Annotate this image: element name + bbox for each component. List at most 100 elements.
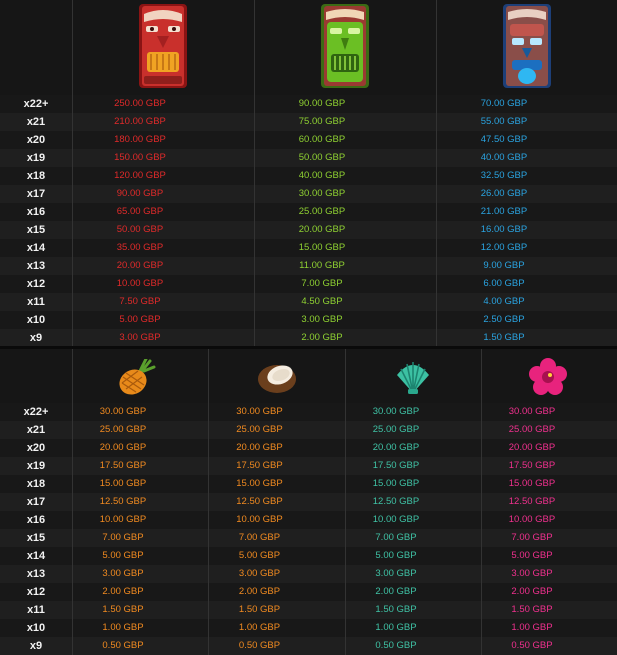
multiplier-label: x19 xyxy=(26,460,46,472)
payout-value: 20.00 GBP xyxy=(236,442,283,453)
table-row: x16 65.00 GBP 25.00 GBP 21.00 GBP xyxy=(0,203,617,221)
payout-value: 12.00 GBP xyxy=(480,242,528,253)
payout-value: 11.00 GBP xyxy=(299,260,345,271)
payout-value: 75.00 GBP xyxy=(298,116,346,127)
payout-value: 15.00 GBP xyxy=(508,478,556,489)
payout-value: 25.00 GBP xyxy=(372,424,420,435)
multiplier-label: x21 xyxy=(26,116,46,128)
payout-value: 20.00 GBP xyxy=(508,442,556,453)
payout-value: 30.00 GBP xyxy=(236,406,283,417)
table-row: x13 3.00 GBP 3.00 GBP 3.00 GBP 3.00 GBP xyxy=(0,565,617,583)
payout-value: 2.00 GBP xyxy=(375,586,417,597)
payout-value: 180.00 GBP xyxy=(114,134,166,145)
multiplier-label: x14 xyxy=(26,550,46,562)
payout-value: 1.00 GBP xyxy=(375,622,417,633)
payout-value: 26.00 GBP xyxy=(480,188,528,199)
payout-value: 65.00 GBP xyxy=(116,206,164,217)
table-row: x21 25.00 GBP 25.00 GBP 25.00 GBP 25.00 GBP xyxy=(0,421,617,439)
payout-value: 210.00 GBP xyxy=(114,116,166,127)
multiplier-label: x16 xyxy=(26,514,46,526)
multiplier-label: x13 xyxy=(26,568,46,580)
multiplier-label: x11 xyxy=(27,604,45,616)
payout-value: 40.00 GBP xyxy=(480,152,528,163)
payout-value: 7.00 GBP xyxy=(102,532,144,543)
payout-value: 30.00 GBP xyxy=(508,406,556,417)
payout-value: 25.00 GBP xyxy=(508,424,556,435)
pineapple-icon xyxy=(119,359,156,395)
payout-value: 5.00 GBP xyxy=(102,550,144,561)
payout-value: 70.00 GBP xyxy=(480,98,528,109)
payout-value: 1.00 GBP xyxy=(238,622,281,633)
payout-value: 15.00 GBP xyxy=(372,478,420,489)
table-row: x13 20.00 GBP 11.00 GBP 9.00 GBP xyxy=(0,257,617,275)
table-row: x11 1.50 GBP 1.50 GBP 1.50 GBP 1.50 GBP xyxy=(0,601,617,619)
table-row: x21 210.00 GBP 75.00 GBP 55.00 GBP xyxy=(0,113,617,131)
payout-value: 2.50 GBP xyxy=(483,314,525,325)
payout-value: 20.00 GBP xyxy=(116,260,164,271)
payout-value: 40.00 GBP xyxy=(298,170,346,181)
payout-value: 17.50 GBP xyxy=(99,460,147,471)
payout-value: 3.00 GBP xyxy=(375,568,417,579)
section-divider xyxy=(0,346,617,349)
multiplier-label: x17 xyxy=(26,188,46,200)
payout-value: 17.50 GBP xyxy=(508,460,556,471)
payout-value: 55.00 GBP xyxy=(480,116,528,127)
multiplier-label: x20 xyxy=(26,442,46,454)
payout-value: 10.00 GBP xyxy=(372,514,420,525)
payout-value: 30.00 GBP xyxy=(99,406,147,417)
payout-value: 32.50 GBP xyxy=(480,170,528,181)
payout-value: 1.00 GBP xyxy=(102,622,144,633)
payout-value: 47.50 GBP xyxy=(480,134,528,145)
payout-value: 10.00 GBP xyxy=(116,278,164,289)
payout-value: 7.00 GBP xyxy=(238,532,281,543)
payout-value: 3.00 GBP xyxy=(301,314,343,325)
payout-value: 4.50 GBP xyxy=(301,296,343,307)
payout-value: 9.00 GBP xyxy=(483,260,525,271)
table-row: x11 7.50 GBP 4.50 GBP 4.00 GBP xyxy=(0,293,617,311)
multiplier-label: x20 xyxy=(26,134,46,146)
payout-value: 12.50 GBP xyxy=(236,496,283,507)
payout-value: 30.00 GBP xyxy=(298,188,346,199)
payout-value: 17.50 GBP xyxy=(372,460,420,471)
payout-value: 60.00 GBP xyxy=(298,134,346,145)
payout-value: 0.50 GBP xyxy=(511,640,553,651)
multiplier-label: x9 xyxy=(29,640,43,652)
table-row: x15 7.00 GBP 7.00 GBP 7.00 GBP 7.00 GBP xyxy=(0,529,617,547)
table-row: x16 10.00 GBP 10.00 GBP 10.00 GBP 10.00 GBP xyxy=(0,511,617,529)
payout-value: 3.00 GBP xyxy=(511,568,553,579)
payout-value: 7.00 GBP xyxy=(375,532,417,543)
table-row: x15 50.00 GBP 20.00 GBP 16.00 GBP xyxy=(0,221,617,239)
payout-value: 16.00 GBP xyxy=(480,224,528,235)
payout-value: 3.00 GBP xyxy=(119,332,161,343)
payout-value: 1.00 GBP xyxy=(511,622,553,633)
payout-value: 25.00 GBP xyxy=(99,424,147,435)
paytable-bottom-header xyxy=(0,349,617,404)
payout-value: 1.50 GBP xyxy=(238,604,281,615)
multiplier-label: x14 xyxy=(26,242,46,254)
payout-value: 4.00 GBP xyxy=(483,296,525,307)
table-row: x20 20.00 GBP 20.00 GBP 20.00 GBP 20.00 GBP xyxy=(0,439,617,457)
payout-value: 2.00 GBP xyxy=(511,586,553,597)
multiplier-label: x19 xyxy=(26,152,46,164)
payout-value: 90.00 GBP xyxy=(298,98,346,109)
payout-value: 21.00 GBP xyxy=(480,206,528,217)
payout-value: 15.00 GBP xyxy=(298,242,346,253)
payout-value: 5.00 GBP xyxy=(119,314,161,325)
table-row: x17 12.50 GBP 12.50 GBP 12.50 GBP 12.50 GBP xyxy=(0,493,617,511)
table-row: x18 15.00 GBP 15.00 GBP 15.00 GBP 15.00 GBP xyxy=(0,475,617,493)
multiplier-label: x12 xyxy=(26,278,46,290)
payout-value: 250.00 GBP xyxy=(114,98,166,109)
green-tiki-mask-icon xyxy=(321,4,369,88)
payout-value: 2.00 GBP xyxy=(102,586,144,597)
multiplier-label: x15 xyxy=(26,224,46,236)
table-row: x22+ 250.00 GBP 90.00 GBP 70.00 GBP xyxy=(0,95,617,113)
payout-value: 35.00 GBP xyxy=(116,242,164,253)
payout-value: 15.00 GBP xyxy=(99,478,147,489)
payout-value: 1.50 GBP xyxy=(102,604,144,615)
multiplier-label: x17 xyxy=(26,496,46,508)
coconut-icon xyxy=(258,365,296,393)
paytable-top: x22+ 250.00 GBP 90.00 GBP 70.00 GBP x21 210.0… xyxy=(0,0,617,346)
payout-value: 0.50 GBP xyxy=(102,640,144,651)
payout-value: 2.00 GBP xyxy=(301,332,343,343)
multiplier-label: x11 xyxy=(27,296,45,308)
